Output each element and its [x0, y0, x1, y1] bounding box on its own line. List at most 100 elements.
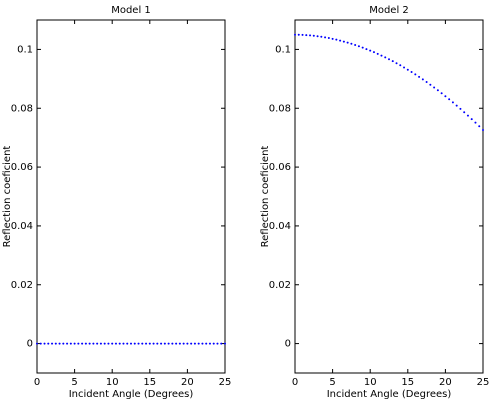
data-point: [84, 342, 87, 345]
chart-1: Model 1 0 5 10 15 20 25 0 0.02 0.04 0.06 0.08 0.1 Inc…: [2, 5, 231, 400]
axes-frame: [36, 19, 226, 374]
data-point: [403, 66, 406, 69]
data-point: [354, 44, 357, 47]
data-point: [114, 342, 117, 345]
data-point: [301, 33, 304, 36]
data-point: [418, 75, 421, 78]
y-tick-label: 0.08: [269, 103, 291, 114]
data-point: [478, 125, 481, 128]
data-point: [156, 342, 159, 345]
data-point: [421, 78, 424, 81]
data-point: [133, 342, 136, 345]
x-axis-label: Incident Angle (Degrees): [69, 389, 194, 400]
data-point: [190, 342, 193, 345]
data-point: [145, 342, 148, 345]
data-point: [43, 342, 46, 345]
data-point: [474, 121, 477, 124]
data-point: [294, 33, 296, 36]
data-point: [361, 46, 364, 49]
data-point: [309, 34, 312, 37]
chart-2: Model 2 0 5 10 15 20 25 0 0.02 0.04 0.06 0.08 0.1 Inc…: [260, 5, 489, 400]
data-point: [324, 36, 327, 39]
y-tick-label: 0: [285, 339, 291, 350]
data-point: [346, 41, 349, 44]
data-point: [171, 342, 174, 345]
data-point: [88, 342, 91, 345]
data-point: [463, 111, 466, 114]
data-point: [96, 342, 99, 345]
data-point: [69, 342, 72, 345]
data-point: [297, 33, 300, 36]
data-point: [54, 342, 57, 345]
x-tick-label: 10: [364, 377, 377, 388]
data-point: [320, 35, 323, 38]
data-point: [66, 342, 69, 345]
data-point: [365, 48, 368, 51]
x-tick-label: 0: [292, 377, 298, 388]
data-point: [451, 101, 454, 104]
y-tick-label: 0.06: [11, 162, 33, 173]
data-point: [62, 342, 65, 345]
y-tick-label: 0.04: [269, 221, 291, 232]
data-point: [186, 342, 189, 345]
data-point: [433, 86, 436, 89]
data-point: [111, 342, 114, 345]
series-1: [36, 342, 226, 345]
data-point: [208, 342, 211, 345]
x-axis-label: Incident Angle (Degrees): [327, 389, 452, 400]
y-tick-label: 0.1: [17, 44, 33, 55]
data-point: [305, 34, 308, 37]
data-point: [335, 38, 338, 41]
data-point: [107, 342, 110, 345]
y-axis-label: Reflection coeficient: [2, 146, 13, 248]
data-point: [455, 104, 458, 107]
data-point: [77, 342, 80, 345]
data-point: [205, 342, 208, 345]
y-tick-label: 0.08: [11, 103, 33, 114]
data-point: [376, 52, 379, 55]
data-point: [372, 51, 375, 54]
data-point: [122, 342, 125, 345]
data-point: [312, 34, 315, 37]
data-point: [444, 95, 447, 98]
data-point: [399, 64, 402, 67]
x-tick-label: 5: [329, 377, 335, 388]
x-tick-label: 0: [34, 377, 40, 388]
data-point: [414, 73, 417, 76]
data-point: [466, 114, 469, 117]
data-point: [316, 35, 319, 38]
data-point: [440, 92, 443, 95]
data-point: [342, 40, 345, 43]
data-point: [448, 98, 451, 101]
x-tick-label: 20: [439, 377, 452, 388]
data-point: [436, 89, 439, 92]
data-point: [137, 342, 140, 345]
data-point: [47, 342, 50, 345]
data-point: [160, 342, 163, 345]
data-point: [212, 342, 215, 345]
data-point: [220, 342, 223, 345]
y-tick-label: 0.02: [269, 280, 291, 291]
data-point: [58, 342, 61, 345]
data-point: [141, 342, 144, 345]
x-tick-label: 15: [143, 377, 156, 388]
y-axis-label: Reflection coeficient: [260, 146, 271, 248]
data-point: [197, 342, 200, 345]
data-point: [216, 342, 219, 345]
data-point: [350, 42, 353, 45]
data-point: [126, 342, 129, 345]
data-point: [73, 342, 76, 345]
data-point: [103, 342, 106, 345]
data-point: [224, 342, 226, 345]
data-point: [470, 118, 473, 121]
data-point: [459, 107, 462, 110]
data-point: [331, 37, 334, 40]
chart-title: Model 1: [111, 5, 151, 16]
x-tick-label: 25: [219, 377, 232, 388]
x-tick-label: 20: [181, 377, 194, 388]
data-point: [175, 342, 178, 345]
data-point: [182, 342, 185, 345]
series-1: [294, 33, 484, 132]
data-point: [51, 342, 54, 345]
